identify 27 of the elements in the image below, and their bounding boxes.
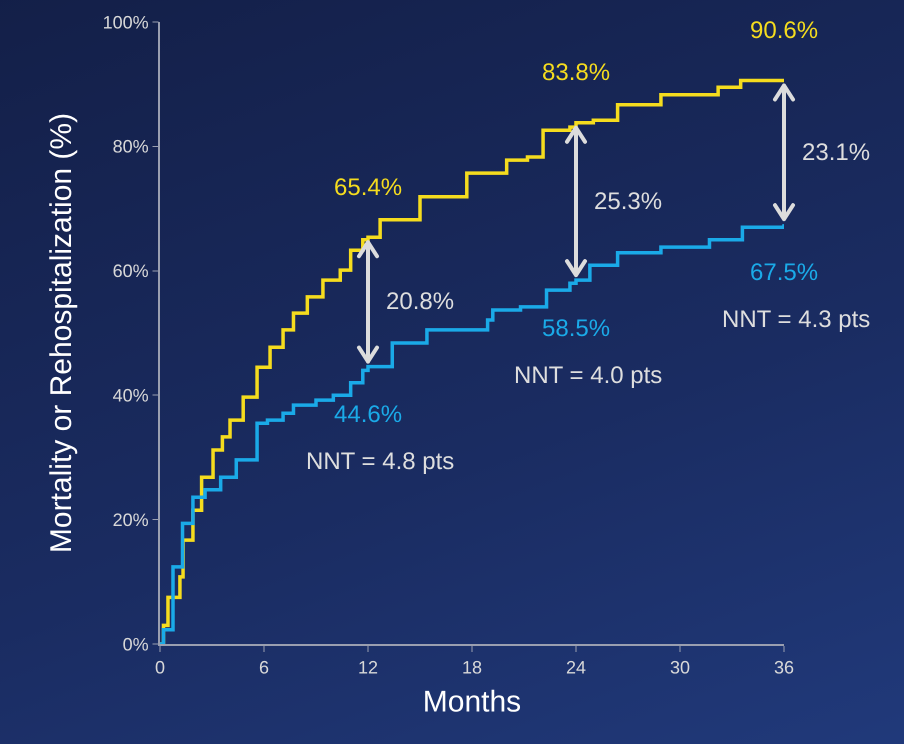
y-tick-label: 20%: [112, 510, 149, 530]
x-tick-label: 36: [774, 657, 794, 678]
data-label: 67.5%: [750, 259, 818, 286]
annotation: 25.3%: [594, 188, 662, 215]
annotation: NNT = 4.3 pts: [722, 306, 870, 333]
x-tick-label: 18: [462, 657, 482, 678]
y-tick-label: 40%: [112, 386, 149, 406]
y-tick-label: 100%: [102, 12, 149, 32]
annotation: NNT = 4.0 pts: [514, 362, 662, 389]
data-label: 44.6%: [334, 401, 402, 428]
x-axis-title: Months: [422, 685, 522, 718]
x-tick-label: 0: [154, 657, 166, 678]
annotation: NNT = 4.8 pts: [306, 448, 454, 475]
data-label: 83.8%: [542, 59, 610, 86]
y-axis-title: Mortality or Rehospitalization (%): [45, 112, 78, 554]
data-label: 58.5%: [542, 315, 610, 342]
y-tick-label: 0%: [122, 634, 149, 654]
y-tick-label: 80%: [112, 136, 149, 157]
x-tick-label: 12: [358, 657, 378, 678]
y-tick-label: 60%: [112, 261, 149, 282]
x-tick-label: 24: [566, 657, 586, 678]
text: 23.1%: [802, 139, 870, 166]
data-label: 65.4%: [334, 174, 402, 201]
x-tick-label: 6: [258, 657, 270, 678]
x-tick-label: 30: [670, 657, 690, 678]
data-label: 90.6%: [750, 17, 818, 44]
annotation: 20.8%: [386, 288, 454, 315]
